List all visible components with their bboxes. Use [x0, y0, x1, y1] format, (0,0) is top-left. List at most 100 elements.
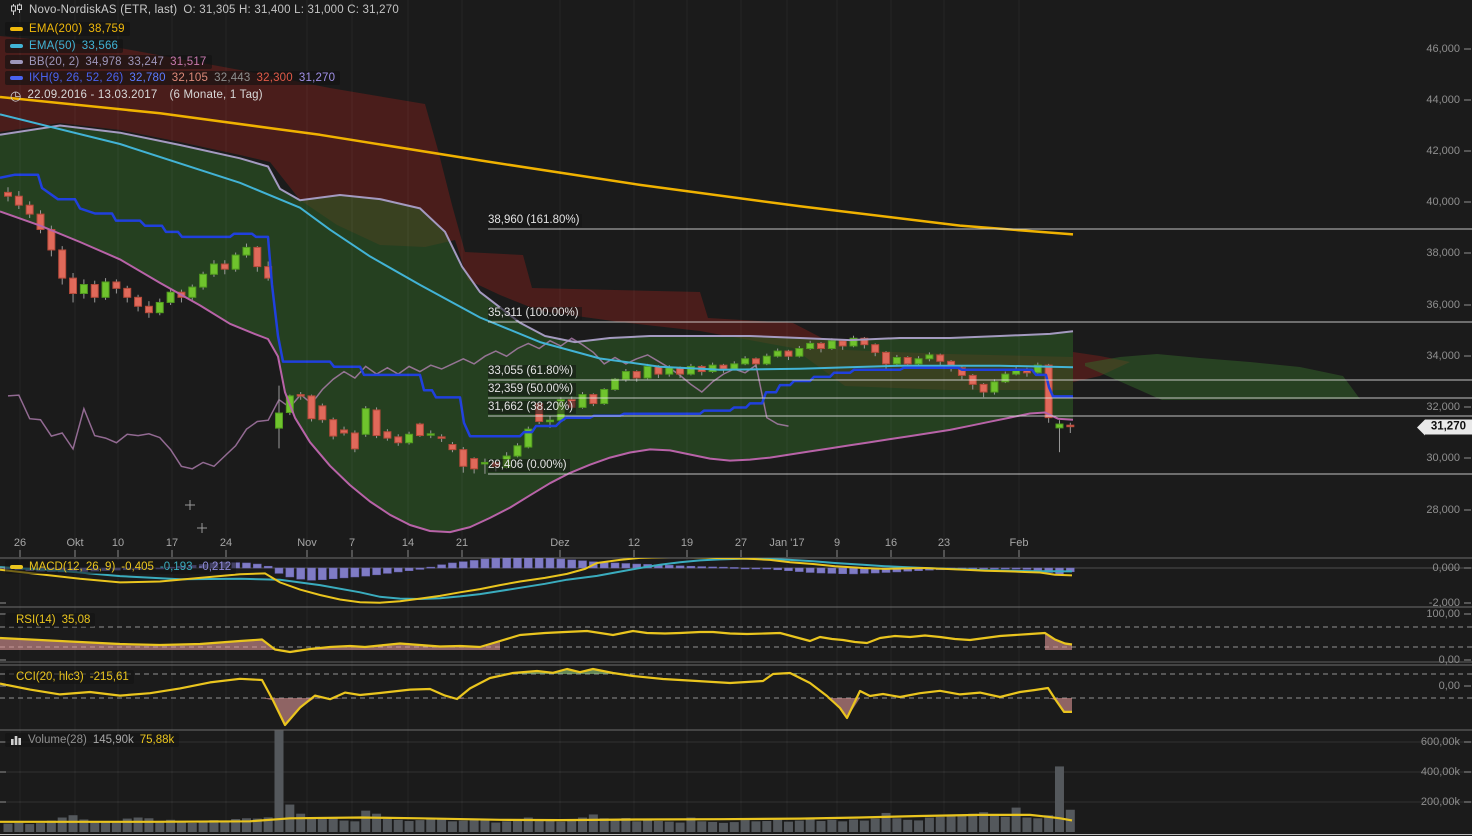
- volume-bar: [946, 815, 956, 832]
- macd-label: MACD(12, 26, 9): [29, 561, 116, 573]
- ema50-line: [0, 113, 1074, 371]
- macd-hist-value: -0,212: [198, 561, 232, 573]
- clock-icon: ◷: [10, 87, 22, 103]
- volume-bar: [480, 819, 490, 832]
- volume-bar: [578, 817, 588, 832]
- volume-bar: [187, 822, 197, 832]
- legend-ema50[interactable]: EMA(50) 33,566: [5, 39, 124, 53]
- volume-bar: [155, 821, 165, 832]
- price-tag-value: 31,270: [1430, 420, 1466, 433]
- kijun-line: [0, 173, 1073, 438]
- volume-bar: [610, 819, 620, 832]
- ikh-senkou-a-value: 32,443: [214, 72, 251, 84]
- ema200-label: EMA(200): [29, 23, 83, 35]
- macd-swatch-icon: [10, 565, 23, 569]
- last-price-tag: 31,270: [1416, 419, 1472, 435]
- volume-bar: [437, 817, 447, 832]
- bollinger-band-fill: [0, 125, 1073, 533]
- volume-bar: [892, 818, 902, 832]
- volume-bar: [643, 820, 653, 832]
- volume-label: Volume(28): [28, 734, 87, 746]
- volume-bar: [166, 819, 176, 832]
- volume-bar: [14, 822, 24, 832]
- volume-bar: [458, 820, 468, 832]
- legend-ema200[interactable]: EMA(200) 38,759: [5, 22, 130, 36]
- volume-bar: [144, 818, 154, 832]
- ema50-value: 33,566: [81, 40, 119, 52]
- legend-bb[interactable]: BB(20, 2) 34,978 33,247 31,517: [5, 55, 212, 69]
- ema200-swatch-icon: [10, 27, 23, 31]
- price-axis-label: 32,000: [1426, 401, 1460, 413]
- volume-bar: [1054, 766, 1064, 832]
- time-axis-label: 16: [884, 537, 898, 549]
- volume-bar: [1033, 818, 1043, 832]
- time-axis-label: Dez: [550, 537, 570, 549]
- time-axis-label: Feb: [1009, 537, 1029, 549]
- volume-bar: [328, 818, 338, 832]
- volume-bar: [708, 821, 718, 832]
- volume-ma-value: 75,88k: [139, 734, 175, 746]
- rsi-panel-title[interactable]: RSI(14) 35,08: [5, 613, 96, 627]
- date-range-row[interactable]: ◷ 22.09.2016 - 13.03.2017 (6 Monate, 1 T…: [5, 88, 268, 102]
- volume-bar: [176, 822, 186, 832]
- candles: [4, 187, 1075, 474]
- instrument-header[interactable]: Novo-NordiskAS (ETR, last) O: 31,305 H: …: [5, 2, 404, 17]
- fib-level-label: 32,359 (50.00%): [488, 383, 577, 396]
- volume-bar: [296, 813, 306, 832]
- ema200-line: [0, 95, 1074, 236]
- volume-bar: [25, 824, 35, 832]
- cci-label: CCI(20, hlc3): [16, 671, 84, 683]
- volume-panel-title[interactable]: Volume(28) 145,90k 75,88k: [5, 733, 180, 747]
- fib-level-label: 31,662 (38.20%): [488, 401, 577, 414]
- price-axis-label: 28,000: [1426, 504, 1460, 516]
- volume-bar: [957, 815, 967, 832]
- macd-panel-title[interactable]: MACD(12, 26, 9) -0,405 -0,193 -0,212: [5, 560, 237, 574]
- volume-bar: [751, 821, 761, 832]
- volume-bar: [1022, 817, 1032, 832]
- volume-bar: [393, 819, 403, 832]
- volume-bar: [664, 821, 674, 832]
- price-axis-label: 36,000: [1426, 299, 1460, 311]
- time-axis-label: 9: [833, 537, 841, 549]
- date-range: 22.09.2016 - 13.03.2017: [27, 89, 158, 101]
- volume-bar: [567, 819, 577, 832]
- time-axis-label: 24: [219, 537, 233, 549]
- price-axis-label: 38,000: [1426, 247, 1460, 259]
- time-axis-label: 7: [348, 537, 356, 549]
- rsi-axis-label: 100,00: [1426, 608, 1460, 620]
- macd-signal-value: -0,193: [159, 561, 193, 573]
- volume-bar: [870, 818, 880, 832]
- volume-bar: [903, 819, 913, 832]
- volume-bar: [90, 821, 100, 832]
- time-axis-label: Nov: [297, 537, 317, 549]
- volume-bar: [762, 821, 772, 832]
- time-axis-label: Jan '17: [769, 537, 805, 549]
- volume-bar: [317, 819, 327, 832]
- volume-bar: [935, 816, 945, 832]
- ema200-value: 38,759: [88, 23, 125, 35]
- volume-bar: [653, 821, 663, 832]
- volume-bar: [838, 821, 848, 832]
- volume-bar: [783, 821, 793, 832]
- volume-bar: [68, 815, 78, 832]
- volume-bar: [372, 813, 382, 832]
- legend-ikh[interactable]: IKH(9, 26, 52, 26) 32,780 32,105 32,443 …: [5, 71, 341, 85]
- volume-bar: [252, 818, 262, 832]
- volume-bar: [350, 821, 360, 832]
- volume-bar: [307, 817, 317, 832]
- rsi-panel: [0, 626, 1472, 663]
- volume-bar: [231, 819, 241, 832]
- volume-bar: [241, 818, 251, 832]
- price-tag-arrow-icon: [1416, 419, 1425, 435]
- time-axis-label: 10: [111, 537, 125, 549]
- volume-value: 145,90k: [92, 734, 134, 746]
- macd-panel: [0, 558, 1472, 604]
- cci-panel-title[interactable]: CCI(20, hlc3) -215,61: [5, 670, 134, 684]
- volume-bar: [632, 821, 642, 832]
- volume-bar: [545, 819, 555, 832]
- time-axis-label: 27: [734, 537, 748, 549]
- volume-bar: [220, 821, 230, 832]
- volume-bar: [805, 819, 815, 832]
